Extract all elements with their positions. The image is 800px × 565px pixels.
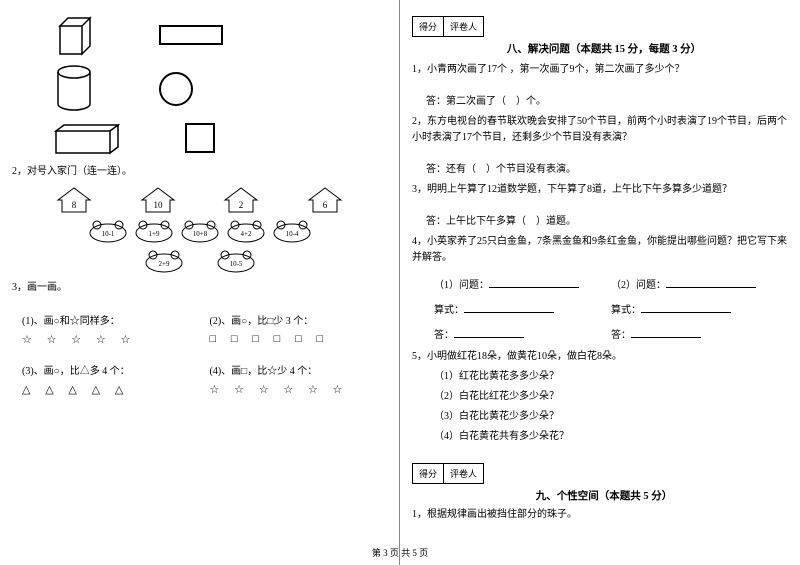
s8-q3: 3，明明上午算了12道数学题，下午算了8道，上午比下午多算多少道题？ [412,182,788,198]
page-footer: 第 3 页 共 5 页 [0,546,800,559]
svg-text:10-4: 10-4 [285,230,298,238]
rat-icon: 10+8 [179,218,221,244]
reviewer-label: 评卷人 [444,17,483,36]
q2-text: 2，对号入家门（连一连）。 [12,164,387,180]
q4-calc-label: 算式： [434,305,464,316]
q3-item-title: (2)、画○，比□少 3 个： [210,312,378,327]
house-icon: 8 [54,186,94,214]
s8-q3-answer: 答：上午比下午多算（ ）道题。 [426,214,788,230]
cube-icon [52,14,98,58]
section-9-title: 九、个性空间（本题共 5 分） [420,488,788,503]
square-icon [182,120,220,158]
rat-icon: 10-1 [87,218,129,244]
svg-text:8: 8 [72,200,77,210]
s8-q5-1: （1）红花比黄花多多少朵？ [434,369,788,385]
reviewer-label: 评卷人 [444,464,483,483]
house-icon: 10 [138,186,178,214]
q3-item-4: (4)、画□，比☆少 4 个： ☆ ☆ ☆ ☆ ☆ ☆ [200,354,388,404]
svg-text:10: 10 [153,200,163,210]
svg-text:10+8: 10+8 [192,230,207,238]
cylinder-icon [52,64,96,114]
s8-q4-ans: 答： 答： [434,326,788,341]
s8-q5-3: （3）白花比黄花少多少朵？ [434,409,788,425]
blank-line [489,277,579,288]
svg-text:6: 6 [323,200,328,210]
q4-calc-label: 算式： [611,305,641,316]
s8-q2-answer: 答：还有（ ）个节目没有表演。 [426,162,788,178]
house-icon: 2 [221,186,261,214]
score-row-8: 得分 评卷人 [412,16,788,37]
svg-text:2+9: 2+9 [158,260,169,268]
score-label: 得分 [413,17,444,36]
rat-icon: 2+9 [143,248,185,274]
q3-item-shapes: ☆ ☆ ☆ ☆ ☆ ☆ [210,383,378,396]
q3-grid: (1)、画○和☆同样多： ☆ ☆ ☆ ☆ ☆ (2)、画○，比□少 3 个： □… [12,304,387,404]
houses-block: 8 10 2 6 10-1 1+9 10+8 4+2 10-4 2+9 10-5 [12,186,387,274]
score-row-9: 得分 评卷人 [412,463,788,484]
q4-p1-label: （1）问题： [434,280,489,291]
q3-item-shapes: □ □ □ □ □ □ [210,333,378,345]
rat-icon: 4+2 [225,218,267,244]
rat-icon: 10-4 [271,218,313,244]
blank-line [641,302,731,313]
s8-q1: 1，小青两次画了17个 ，第一次画了9个，第二次画了多少个？ [412,62,788,78]
score-label: 得分 [413,464,444,483]
svg-text:2: 2 [239,200,244,210]
s8-q2: 2，东方电视台的春节联欢晚会安排了50个节目，前两个小时表演了19个节目，后两个… [412,114,788,146]
score-box: 得分 评卷人 [412,16,484,37]
left-column: 2，对号入家门（连一连）。 8 10 2 6 10-1 1+9 10+8 4+2… [0,0,400,565]
q3-item-title: (1)、画○和☆同样多： [22,312,190,327]
rat-icon: 1+9 [133,218,175,244]
s8-q4: 4，小英家养了25只白金鱼，7条黑金鱼和9条红金鱼，你能提出哪些问题？把它写下来… [412,234,788,266]
blank-line [631,327,701,338]
q3-item-title: (3)、画○，比△多 4 个： [22,362,190,377]
svg-text:4+2: 4+2 [240,230,251,238]
s9-q1: 1，根据规律画出被挡住部分的珠子。 [412,507,788,523]
blank-line [464,302,554,313]
q3-item-shapes: △ △ △ △ △ [22,383,190,396]
s8-q5: 5，小明做红花18朵，做黄花10朵，做白花8朵。 [412,349,788,365]
q3-item-1: (1)、画○和☆同样多： ☆ ☆ ☆ ☆ ☆ [12,304,200,354]
q4-ans-label: 答： [434,330,454,341]
svg-text:10-5: 10-5 [229,260,242,268]
section-8-title: 八、解决问题（本题共 15 分，每题 3 分） [420,41,788,56]
rat-icon: 10-5 [215,248,257,274]
s8-q5-4: （4）白花黄花共有多少朵花？ [434,429,788,445]
score-box: 得分 评卷人 [412,463,484,484]
blank-line [666,277,756,288]
q4-ans-label: 答： [611,330,631,341]
svg-text:10-1: 10-1 [101,230,114,238]
circle-icon [156,69,196,109]
right-column: 得分 评卷人 八、解决问题（本题共 15 分，每题 3 分） 1，小青两次画了1… [400,0,800,565]
s8-q1-answer: 答：第二次画了（ ）个。 [426,94,788,110]
s8-q4-calc: 算式： 算式： [434,301,788,316]
blank-line [454,327,524,338]
s8-q5-2: （2）白花比红花少多少朵？ [434,389,788,405]
house-icon: 6 [305,186,345,214]
cuboid-icon [52,121,122,157]
rat-row-2: 2+9 10-5 [27,248,372,274]
q3-item-2: (2)、画○，比□少 3 个： □ □ □ □ □ □ [200,304,388,354]
q3-item-shapes: ☆ ☆ ☆ ☆ ☆ [22,333,190,346]
s8-q4-problems: （1）问题： （2）问题： [434,276,788,291]
q3-item-title: (4)、画□，比☆少 4 个： [210,362,378,377]
shapes-block [12,14,387,158]
rectangle-icon [158,22,228,50]
q3-item-3: (3)、画○，比△多 4 个： △ △ △ △ △ [12,354,200,404]
q3-title: 3，画一画。 [12,280,387,296]
svg-text:1+9: 1+9 [148,230,159,238]
q4-p2-label: （2）问题： [611,280,666,291]
rat-row-1: 10-1 1+9 10+8 4+2 10-4 [27,218,372,244]
